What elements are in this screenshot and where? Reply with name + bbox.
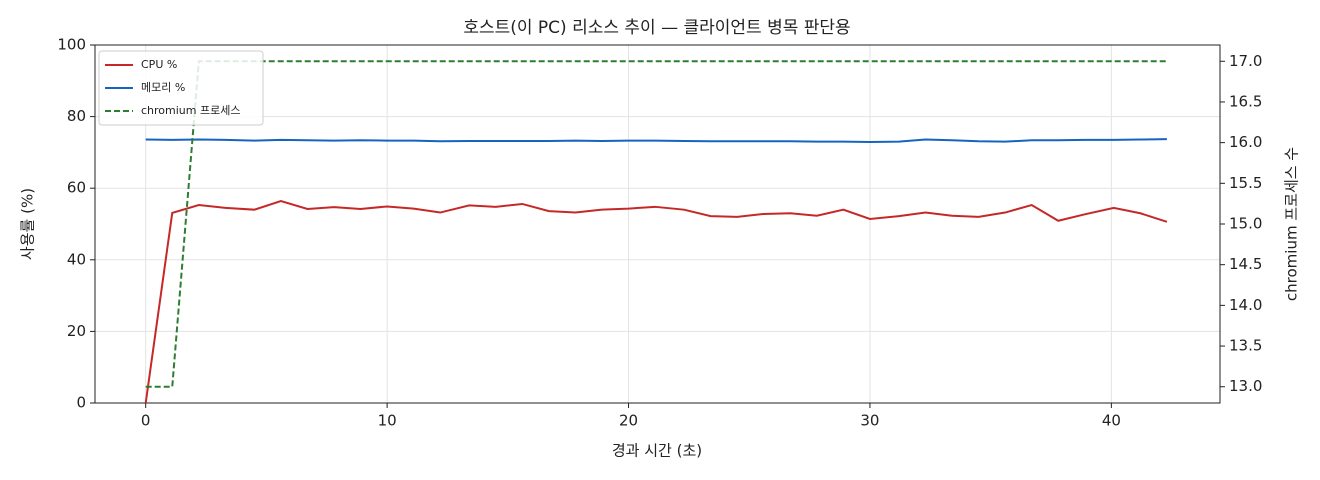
y-tick-label: 100 bbox=[57, 36, 86, 54]
series-line bbox=[145, 138, 1167, 144]
x-tick-label: 0 bbox=[141, 412, 151, 430]
y2-tick-label: 14.5 bbox=[1229, 255, 1262, 273]
x-axis-label: 경과 시간 (초) bbox=[612, 442, 702, 460]
y-tick-label: 80 bbox=[67, 107, 86, 125]
x-tick-label: 10 bbox=[378, 412, 397, 430]
y-tick-label: 60 bbox=[67, 179, 86, 197]
legend-box bbox=[98, 50, 264, 126]
y2-tick-label: 16.0 bbox=[1229, 133, 1262, 151]
y-tick-label: 40 bbox=[67, 250, 86, 268]
y-tick-label: 20 bbox=[67, 322, 86, 340]
chart-title: 호스트(이 PC) 리소스 추이 — 클라이언트 병목 판단용 bbox=[463, 18, 850, 38]
y2-tick-label: 15.0 bbox=[1229, 215, 1262, 233]
x-tick-label: 30 bbox=[860, 412, 879, 430]
series-line bbox=[144, 200, 1168, 404]
y-axis-label: 사용률 (%) bbox=[19, 188, 37, 260]
legend-label: chromium 프로세스 bbox=[141, 104, 240, 117]
y2-axis-label: chromium 프로세스 수 bbox=[1283, 147, 1301, 301]
y2-tick-label: 16.5 bbox=[1229, 92, 1262, 110]
y2-tick-label: 14.0 bbox=[1229, 296, 1262, 314]
y2-tick-label: 15.5 bbox=[1229, 174, 1262, 192]
legend: CPU % 메모리 % chromium 프로세스 bbox=[98, 50, 264, 126]
series-line bbox=[145, 60, 1167, 388]
plot-frame bbox=[94, 44, 1221, 404]
x-tick-label: 20 bbox=[619, 412, 638, 430]
y2-tick-label: 17.0 bbox=[1229, 52, 1262, 70]
x-tick-label: 40 bbox=[1102, 412, 1121, 430]
legend-label: 메모리 % bbox=[141, 81, 185, 94]
legend-label: CPU % bbox=[141, 58, 177, 71]
y-tick-label: 0 bbox=[76, 394, 86, 412]
y2-tick-label: 13.0 bbox=[1229, 377, 1262, 395]
y2-tick-label: 13.5 bbox=[1229, 337, 1262, 355]
